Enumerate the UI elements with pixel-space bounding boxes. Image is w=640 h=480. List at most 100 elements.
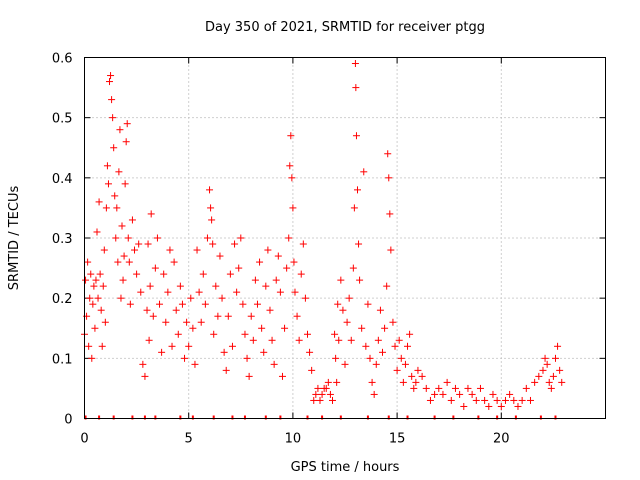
data-point xyxy=(160,270,168,278)
data-point xyxy=(172,306,180,314)
data-point xyxy=(91,324,99,332)
data-point xyxy=(98,342,106,350)
data-point xyxy=(100,246,108,254)
data-point xyxy=(214,312,222,320)
data-point xyxy=(386,210,394,218)
data-point xyxy=(228,342,236,350)
data-point xyxy=(551,354,559,362)
data-point xyxy=(288,174,296,182)
data-point xyxy=(272,276,280,284)
data-point xyxy=(360,168,368,176)
y-tick-label: 0.6 xyxy=(52,52,73,67)
data-point xyxy=(176,282,184,290)
data-point xyxy=(531,378,539,386)
data-point xyxy=(260,348,268,356)
data-point xyxy=(331,330,339,338)
data-point xyxy=(349,264,357,272)
data-point xyxy=(94,294,102,302)
data-point xyxy=(237,234,245,242)
data-point xyxy=(104,180,112,188)
data-point xyxy=(166,246,174,254)
data-point xyxy=(547,384,555,392)
data-point xyxy=(181,354,189,362)
data-point xyxy=(464,384,472,392)
data-point xyxy=(114,258,122,266)
data-point xyxy=(506,390,514,398)
y-axis-label: SRMTID / TECUs xyxy=(7,186,22,291)
data-point xyxy=(99,282,107,290)
data-point xyxy=(276,288,284,296)
x-tick-label: 10 xyxy=(285,432,302,447)
data-point xyxy=(145,336,153,344)
data-point xyxy=(406,330,414,338)
data-point xyxy=(514,402,522,410)
data-point xyxy=(144,240,152,248)
data-point xyxy=(339,306,347,314)
data-point xyxy=(351,60,359,68)
data-point xyxy=(218,294,226,302)
data-point xyxy=(460,402,468,410)
data-point xyxy=(545,378,553,386)
data-point xyxy=(119,276,127,284)
data-point xyxy=(241,330,249,338)
data-point xyxy=(303,330,311,338)
data-point xyxy=(345,294,353,302)
data-point xyxy=(212,282,220,290)
data-point xyxy=(153,234,161,242)
data-point xyxy=(112,234,120,242)
data-point xyxy=(156,300,164,308)
data-point xyxy=(308,366,316,374)
data-point xyxy=(270,360,278,368)
data-point xyxy=(281,324,289,332)
data-point xyxy=(356,276,364,284)
data-point xyxy=(107,72,115,80)
data-point xyxy=(164,288,172,296)
data-point xyxy=(301,294,309,302)
data-point xyxy=(210,330,218,338)
data-point xyxy=(518,396,526,404)
data-point xyxy=(121,180,129,188)
data-point xyxy=(489,390,497,398)
data-point xyxy=(239,300,247,308)
data-point xyxy=(189,324,197,332)
data-point xyxy=(558,378,566,386)
x-tick-label: 15 xyxy=(389,432,406,447)
data-point xyxy=(341,360,349,368)
data-point xyxy=(96,270,104,278)
data-point xyxy=(451,384,459,392)
data-point xyxy=(82,276,90,284)
data-point xyxy=(443,378,451,386)
data-point xyxy=(197,318,205,326)
data-point xyxy=(128,216,136,224)
data-point xyxy=(208,216,216,224)
data-point xyxy=(485,402,493,410)
data-point xyxy=(549,372,557,380)
data-point xyxy=(220,348,228,356)
data-point xyxy=(256,258,264,266)
data-point xyxy=(324,378,332,386)
data-point xyxy=(481,396,489,404)
data-point xyxy=(149,312,157,320)
data-point xyxy=(347,336,355,344)
data-point xyxy=(191,360,199,368)
data-point xyxy=(158,348,166,356)
data-point xyxy=(249,336,257,344)
data-point xyxy=(535,372,543,380)
data-point xyxy=(334,300,342,308)
data-point xyxy=(414,366,422,374)
data-point xyxy=(343,318,351,326)
data-point xyxy=(404,342,412,350)
data-point xyxy=(125,258,133,266)
data-point xyxy=(456,390,464,398)
chart-title: Day 350 of 2021, SRMTID for receiver ptg… xyxy=(205,20,485,35)
data-point xyxy=(141,372,149,380)
data-point xyxy=(316,396,324,404)
data-point xyxy=(291,288,299,296)
data-point xyxy=(439,390,447,398)
data-point xyxy=(139,360,147,368)
data-point xyxy=(109,114,117,122)
data-point xyxy=(381,324,389,332)
x-tick-label: 5 xyxy=(185,432,193,447)
data-point xyxy=(376,306,384,314)
